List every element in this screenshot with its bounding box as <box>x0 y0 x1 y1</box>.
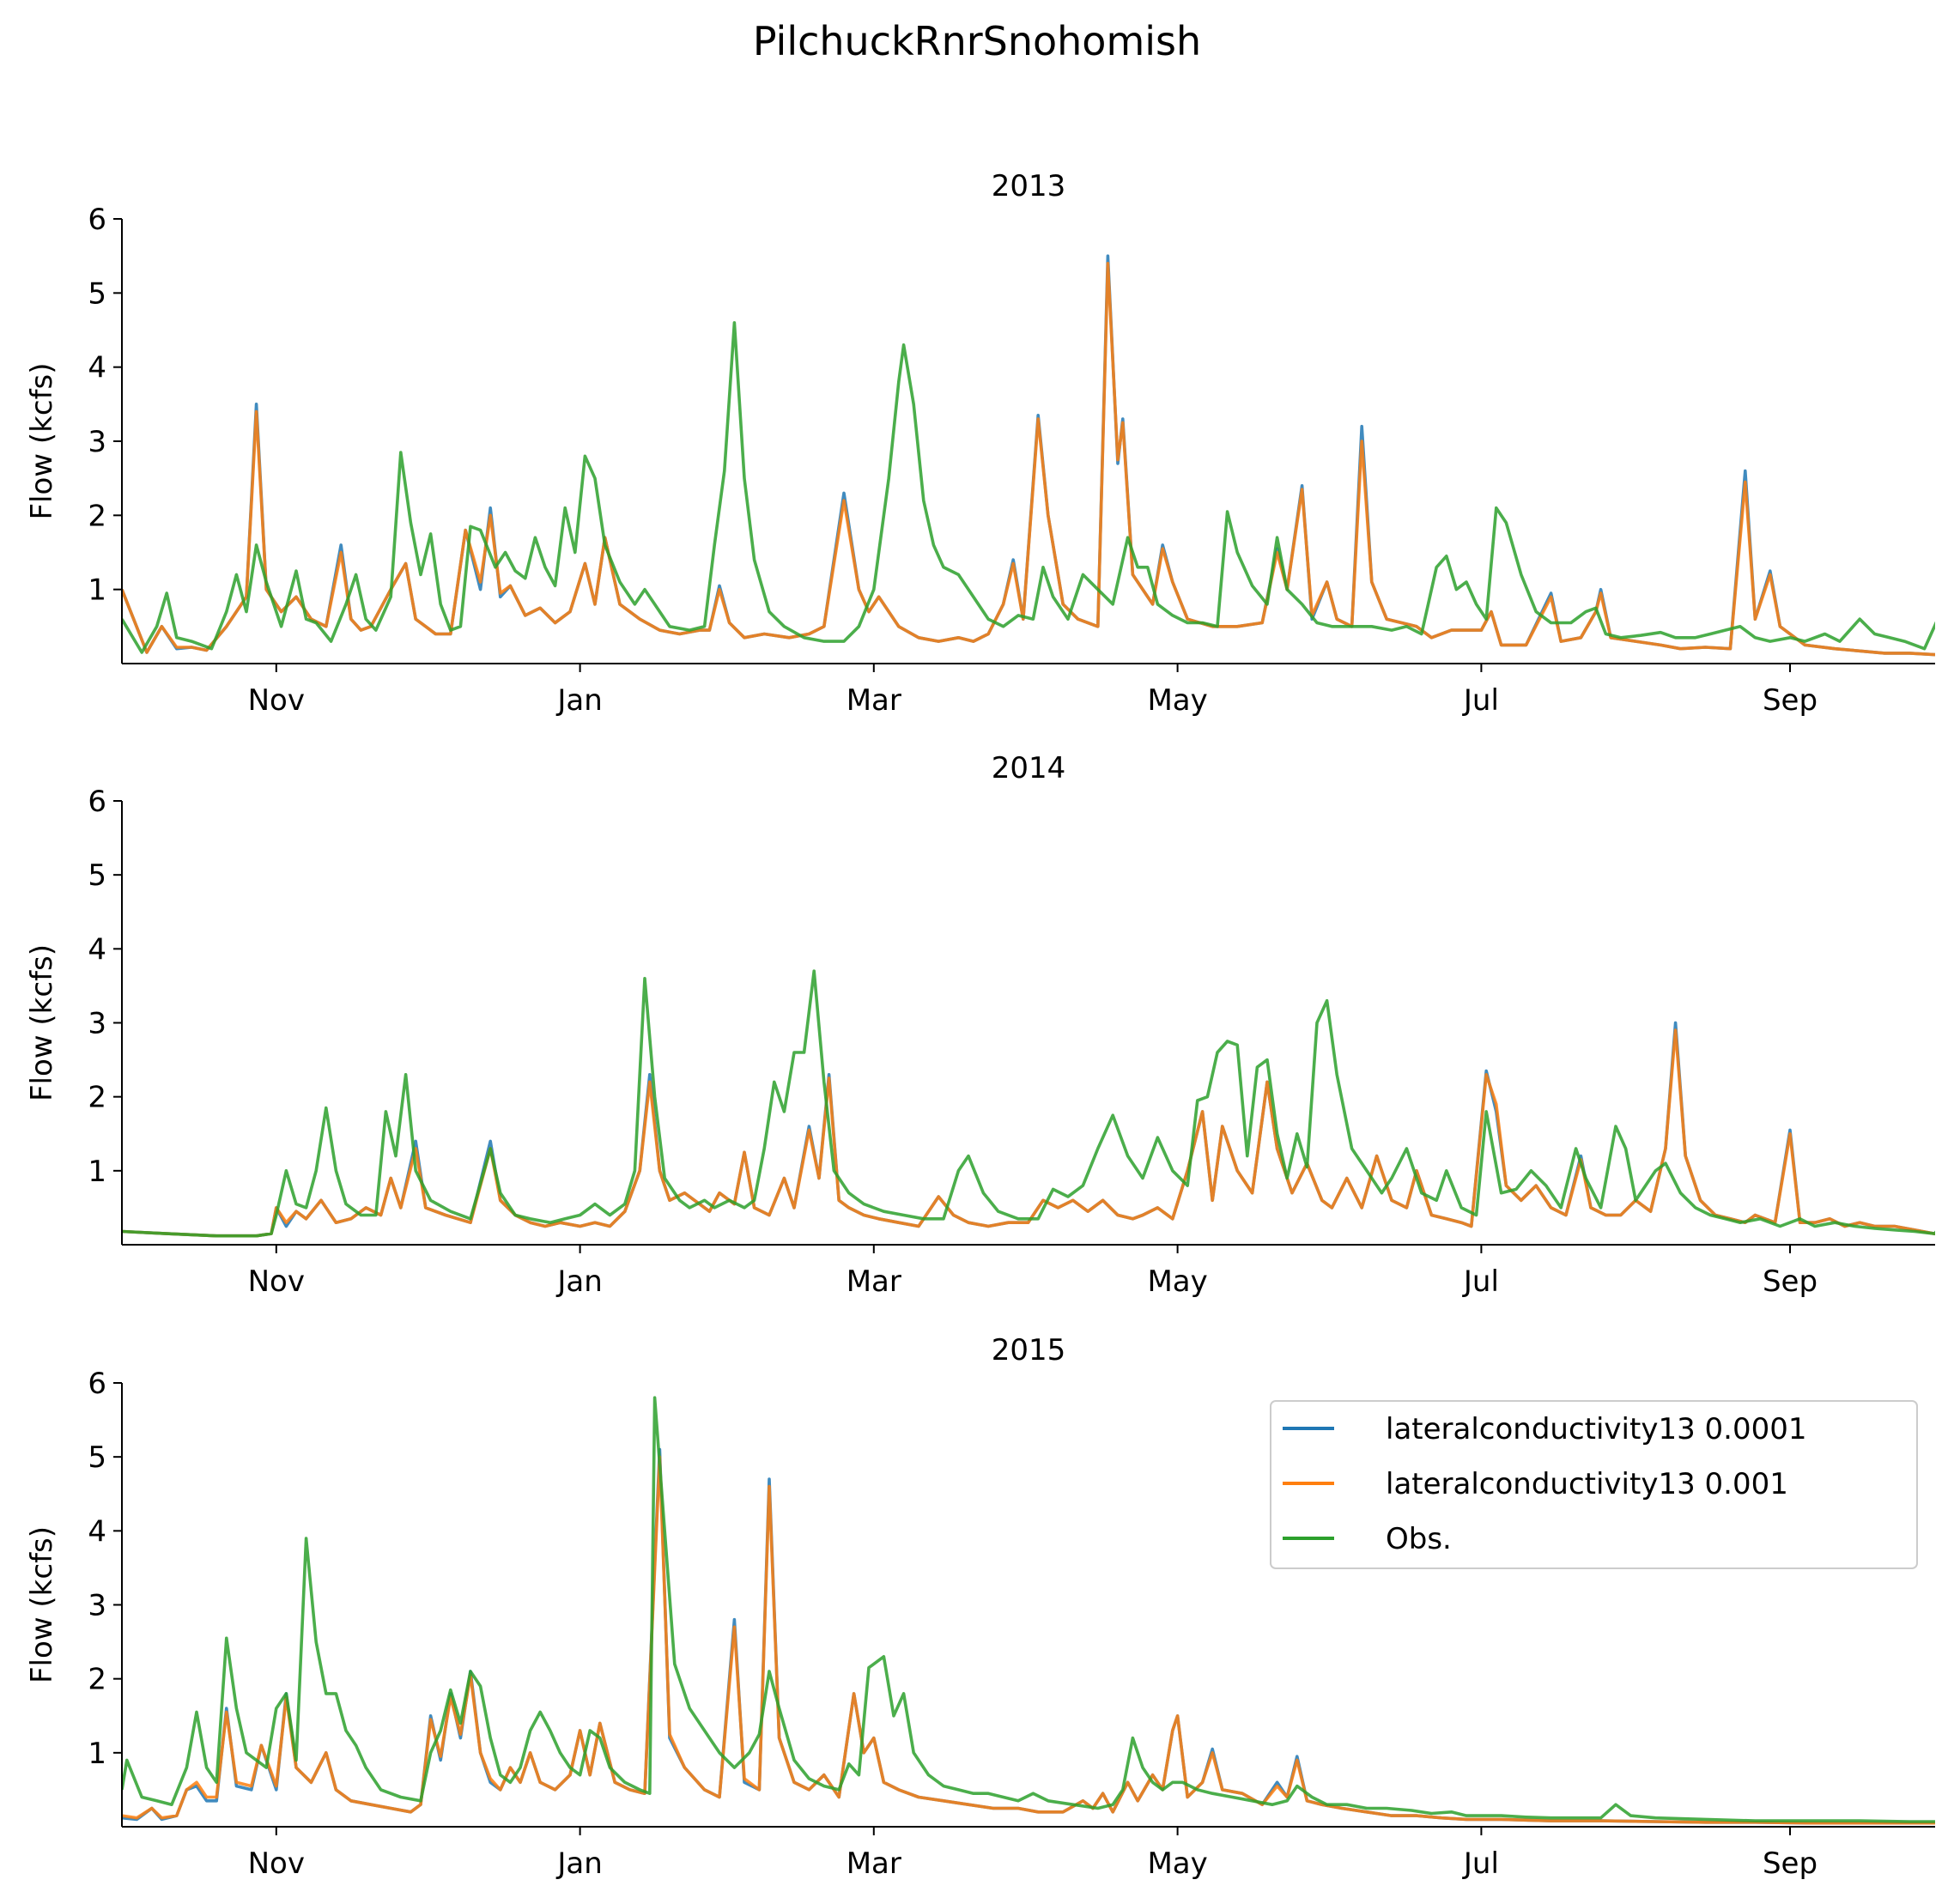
subplot-title: 2014 <box>992 751 1066 785</box>
x-tick-label: May <box>1147 1846 1207 1881</box>
y-tick-label: 4 <box>88 351 106 385</box>
x-tick-label: Jul <box>1462 1846 1499 1881</box>
subplot-2014: 2014 1 2 3 4 5 6 Nov Jan Mar May Jul Sep Flow (kcfs) <box>25 751 1935 1299</box>
x-tick-label: Jul <box>1462 1264 1499 1299</box>
y-axis-label: Flow (kcfs) <box>25 362 59 519</box>
x-tick-label: Jan <box>555 1846 602 1881</box>
series-line-lateralconductivity13-0-001 <box>122 1028 1935 1238</box>
subplot-title: 2015 <box>992 1333 1066 1367</box>
y-tick-label: 6 <box>88 1367 106 1401</box>
x-tick-label: May <box>1147 1264 1207 1299</box>
y-tick-label: 1 <box>88 573 106 608</box>
y-tick-label: 3 <box>88 1007 106 1041</box>
x-tick-label: Mar <box>847 1264 901 1299</box>
x-tick-label: Jan <box>555 1264 602 1299</box>
x-tick-label: Sep <box>1763 1264 1817 1299</box>
y-tick-label: 4 <box>88 932 106 967</box>
legend-label: Obs. <box>1386 1522 1452 1556</box>
x-tick-label: Jul <box>1462 683 1499 718</box>
series-line-lateralconductivity13-0-001 <box>122 261 1935 657</box>
subplot-2013: 2013 1 2 3 4 5 6 Nov Jan Mar May Jul Sep Flow (kcfs) <box>25 169 1935 718</box>
y-tick-label: 6 <box>88 203 106 237</box>
y-tick-label: 2 <box>88 1081 106 1115</box>
subplot-title: 2013 <box>992 169 1066 203</box>
figure-suptitle: PilchuckRnrSnohomish <box>753 18 1201 64</box>
y-axis-label: Flow (kcfs) <box>25 944 59 1101</box>
y-axis-label: Flow (kcfs) <box>25 1526 59 1683</box>
y-tick-label: 1 <box>88 1737 106 1771</box>
y-tick-label: 1 <box>88 1155 106 1189</box>
legend-frame <box>1270 1400 1918 1569</box>
y-tick-label: 6 <box>88 785 106 819</box>
series-line-obs- <box>122 969 1935 1238</box>
y-tick-label: 2 <box>88 1663 106 1697</box>
y-tick-label: 5 <box>88 858 106 893</box>
y-tick-label: 4 <box>88 1514 106 1549</box>
x-tick-label: Sep <box>1763 1846 1817 1881</box>
series-line-obs- <box>122 321 1935 654</box>
x-tick-label: Nov <box>248 1264 305 1299</box>
x-tick-label: May <box>1147 683 1207 718</box>
legend-label: lateralconductivity13 0.0001 <box>1386 1412 1807 1446</box>
x-tick-label: Nov <box>248 1846 305 1881</box>
x-tick-label: Mar <box>847 683 901 718</box>
x-tick-label: Sep <box>1763 683 1817 718</box>
series-line-obs- <box>122 1396 1935 1823</box>
y-tick-label: 5 <box>88 1440 106 1475</box>
y-tick-label: 5 <box>88 276 106 311</box>
x-tick-label: Nov <box>248 683 305 718</box>
x-tick-label: Mar <box>847 1846 901 1881</box>
x-tick-label: Jan <box>555 683 602 718</box>
legend: lateralconductivity13 0.0001 lateralcondu… <box>1270 1400 1918 1569</box>
legend-label: lateralconductivity13 0.001 <box>1386 1467 1788 1501</box>
y-tick-label: 2 <box>88 499 106 533</box>
subplot-2015: 2015 1 2 3 4 5 6 Nov Jan Mar May Jul Sep Flow (kcfs) <box>25 1333 1935 1881</box>
y-tick-label: 3 <box>88 425 106 459</box>
series-line-lateralconductivity13-0-001 <box>122 1455 1935 1825</box>
y-tick-label: 3 <box>88 1589 106 1623</box>
